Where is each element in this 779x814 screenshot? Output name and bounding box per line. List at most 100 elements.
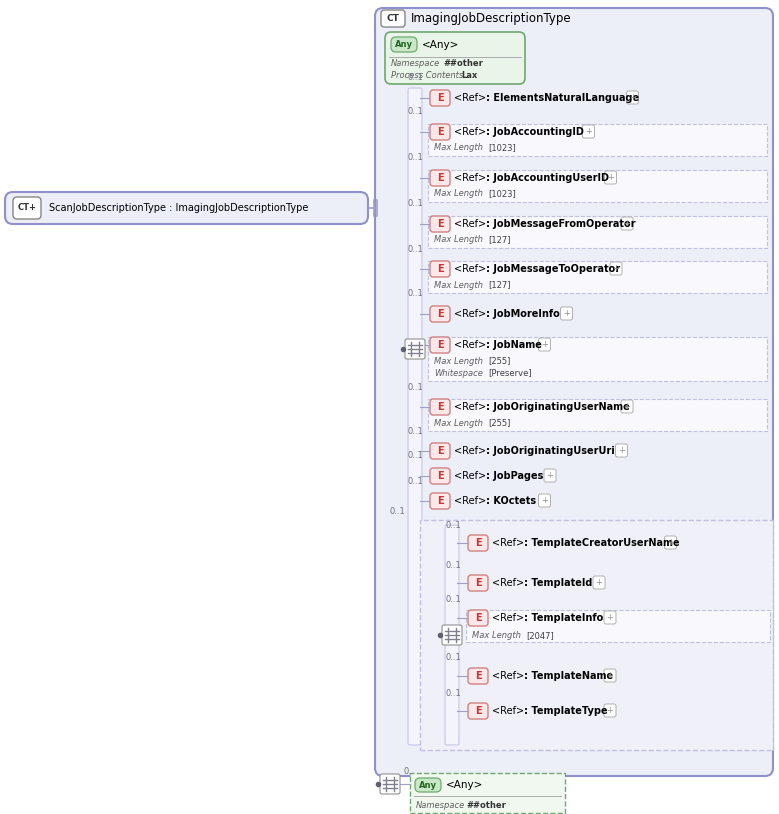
Text: : JobAccountingUserID: : JobAccountingUserID [486,173,609,183]
Text: E: E [437,219,443,229]
Text: E: E [437,402,443,412]
Text: Max Length: Max Length [434,235,483,244]
Text: : JobMessageToOperator: : JobMessageToOperator [486,264,620,274]
Bar [428,216,767,248]
FancyBboxPatch shape [380,774,400,794]
Text: 0..1: 0..1 [408,290,424,299]
Bar [428,170,767,202]
Text: Max Length: Max Length [434,143,483,152]
FancyBboxPatch shape [664,536,676,549]
Text: E: E [437,173,443,183]
Text: : TemplateCreatorUserName: : TemplateCreatorUserName [524,538,679,548]
Text: [127]: [127] [488,281,510,290]
Text: 0..1: 0..1 [390,507,406,517]
FancyBboxPatch shape [446,526,458,744]
FancyBboxPatch shape [375,8,773,776]
FancyBboxPatch shape [544,469,556,482]
Text: <Ref>: <Ref> [454,127,486,137]
Text: +: + [612,264,619,273]
Text: Max Length: Max Length [434,190,483,199]
Text: ##other: ##other [443,59,483,68]
Text: 0..1: 0..1 [408,73,424,82]
Text: E: E [437,340,443,350]
Text: 0..1: 0..1 [446,561,462,570]
FancyBboxPatch shape [604,611,616,624]
Text: +: + [585,127,592,136]
FancyBboxPatch shape [430,124,450,140]
Text: E: E [474,538,481,548]
Text: Any: Any [395,40,413,49]
Text: E: E [437,496,443,506]
Bar [428,399,767,431]
Text: 0..1: 0..1 [408,476,424,485]
FancyBboxPatch shape [561,307,573,320]
Text: : TemplateName: : TemplateName [524,671,613,681]
Text: 0..1: 0..1 [408,427,424,435]
FancyBboxPatch shape [615,444,628,457]
Text: <Ref>: <Ref> [454,264,486,274]
Text: : JobMoreInfo: : JobMoreInfo [486,309,560,319]
Text: +: + [547,471,553,480]
FancyBboxPatch shape [391,37,417,52]
Text: 0..1: 0..1 [408,452,424,461]
Text: +: + [541,496,548,505]
FancyBboxPatch shape [610,262,622,275]
FancyBboxPatch shape [538,494,551,507]
Text: : JobName: : JobName [486,340,542,350]
Text: +: + [563,309,570,318]
FancyBboxPatch shape [409,89,421,744]
Text: 0..: 0.. [404,768,414,777]
Text: E: E [437,127,443,137]
Text: E: E [474,706,481,716]
Text: ScanJobDescriptionType : ImagingJobDescriptionType: ScanJobDescriptionType : ImagingJobDescr… [49,203,308,213]
FancyBboxPatch shape [604,704,616,717]
Text: +: + [618,446,625,455]
FancyBboxPatch shape [430,216,450,232]
Text: <Ref>: <Ref> [454,496,486,506]
Text: <Ref>: <Ref> [492,706,524,716]
Text: <Ref>: <Ref> [454,173,486,183]
Text: : TemplateType: : TemplateType [524,706,608,716]
FancyBboxPatch shape [605,171,616,184]
Text: : KOctets: : KOctets [486,496,536,506]
Text: <Ref>: <Ref> [454,446,486,456]
FancyBboxPatch shape [430,337,450,353]
Text: E: E [474,578,481,588]
Text: <Ref>: <Ref> [454,93,486,103]
Text: Namespace: Namespace [416,800,465,809]
Text: : TemplateId: : TemplateId [524,578,592,588]
Bar [428,261,767,293]
Bar [428,337,767,381]
Text: : JobOriginatingUserUri: : JobOriginatingUserUri [486,446,615,456]
FancyBboxPatch shape [583,125,594,138]
Text: E: E [437,309,443,319]
Text: +: + [623,402,630,411]
Text: Max Length: Max Length [434,281,483,290]
FancyBboxPatch shape [381,10,405,27]
Text: 0..1: 0..1 [408,107,424,116]
FancyBboxPatch shape [430,170,450,186]
Text: E: E [474,613,481,623]
FancyBboxPatch shape [621,217,633,230]
Text: Max Length: Max Length [472,632,521,641]
FancyBboxPatch shape [442,625,462,645]
Text: 0..1: 0..1 [408,244,424,253]
FancyBboxPatch shape [626,91,639,104]
Text: E: E [437,264,443,274]
Text: +: + [607,613,613,622]
FancyBboxPatch shape [468,575,488,591]
Text: <Ref>: <Ref> [492,538,524,548]
Text: ImagingJobDescriptionType: ImagingJobDescriptionType [411,12,572,25]
Text: 0..1: 0..1 [408,199,424,208]
Text: +: + [607,706,613,715]
FancyBboxPatch shape [430,399,450,415]
Text: E: E [437,471,443,481]
FancyBboxPatch shape [5,192,368,224]
FancyBboxPatch shape [468,610,488,626]
FancyBboxPatch shape [621,400,633,413]
FancyBboxPatch shape [604,669,616,682]
FancyBboxPatch shape [430,468,450,484]
FancyBboxPatch shape [405,339,425,359]
Text: CT+: CT+ [17,204,37,212]
Text: +: + [667,538,674,547]
